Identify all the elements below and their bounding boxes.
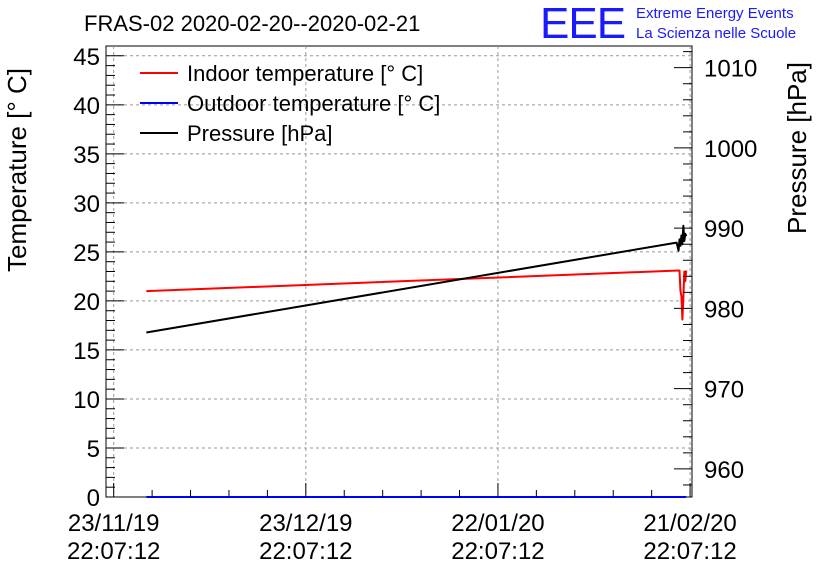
y2-tick-label: 970: [704, 377, 744, 404]
legend-label-2: Outdoor temperature [° C]: [187, 91, 440, 116]
y2-tick-label: 960: [704, 457, 744, 484]
x-tick-label-time: 22:07:12: [643, 538, 736, 565]
x-tick-label-date: 23/11/19: [68, 510, 160, 537]
x-tick-label-date: 21/02/20: [643, 510, 736, 537]
legend-label-3: Pressure [hPa]: [187, 121, 333, 146]
y-tick-label: 25: [73, 240, 100, 267]
y-tick-label: 15: [73, 338, 100, 365]
x-tick-label-time: 22:07:12: [67, 538, 160, 565]
legend-label-1: Indoor temperature [° C]: [187, 61, 423, 86]
x-tick-label-time: 22:07:12: [259, 538, 352, 565]
y-tick-label: 40: [73, 93, 100, 120]
series-layer: [146, 224, 688, 498]
y-tick-label: 5: [87, 436, 100, 463]
y2-tick-label: 1010: [704, 56, 757, 83]
logo-line-1: Extreme Energy Events: [636, 5, 794, 22]
y-axis-label: Temperature [° C]: [2, 68, 32, 272]
x-axis: 23/11/1922:07:1223/12/1922:07:1222/01/20…: [67, 483, 737, 565]
y2-axis-label: Pressure [hPa]: [782, 62, 812, 234]
y-tick-label: 0: [87, 485, 100, 512]
left-axis: 0 5 10 15 20 25 30 35 40 45: [73, 44, 124, 512]
right-axis: 960 970 980 990 1000 1010: [674, 51, 757, 486]
legend: Indoor temperature [° C] Outdoor temperat…: [140, 61, 440, 146]
y2-tick-label: 1000: [704, 136, 757, 163]
y-tick-label: 35: [73, 142, 100, 169]
series-line-1: [146, 269, 688, 321]
y2-tick-label: 980: [704, 296, 744, 323]
y-tick-label: 30: [73, 191, 100, 218]
x-tick-label-date: 22/01/20: [451, 510, 544, 537]
eee-logo: EEE Extreme Energy Events La Scienza nel…: [540, 2, 832, 46]
y2-tick-label: 990: [704, 216, 744, 243]
eee-logo-mark: EEE: [540, 0, 626, 48]
y-tick-label: 45: [73, 44, 100, 71]
chart-title: FRAS-02 2020-02-20--2020-02-21: [84, 11, 420, 36]
y-tick-label: 10: [73, 387, 100, 414]
grid-lines: [106, 46, 692, 497]
x-tick-label-time: 22:07:12: [451, 538, 544, 565]
y-tick-label: 20: [73, 289, 100, 316]
logo-line-2: La Scienza nelle Scuole: [636, 25, 797, 42]
series-line-3: [146, 224, 688, 334]
x-tick-label-date: 23/12/19: [259, 510, 352, 537]
